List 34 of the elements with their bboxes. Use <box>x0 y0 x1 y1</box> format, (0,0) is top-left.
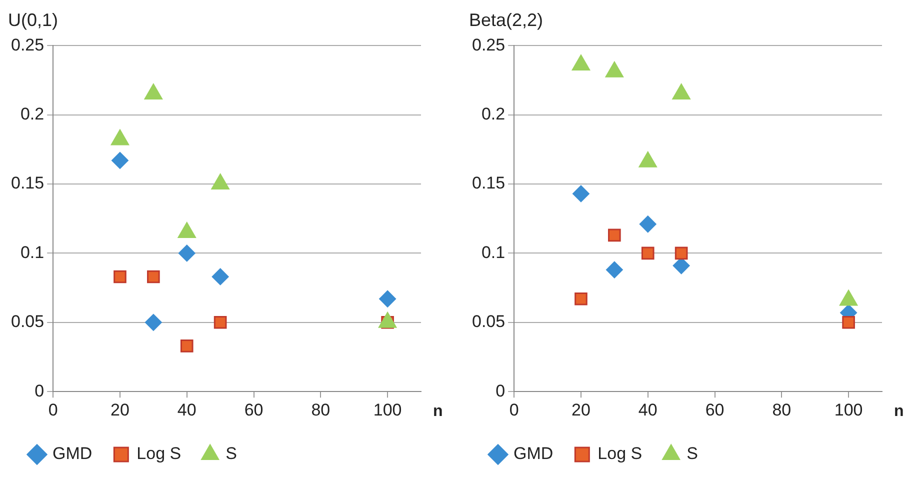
x-tick-label: 40 <box>638 400 658 420</box>
x-axis-title: n <box>433 403 443 420</box>
legend-label: GMD <box>52 444 92 464</box>
x-tick-label: 80 <box>311 400 330 420</box>
x-tick-label: 20 <box>110 400 130 420</box>
y-tick-label: 0.25 <box>472 35 506 54</box>
x-tick-label: 80 <box>772 400 792 420</box>
y-tick-label: 0.05 <box>10 312 44 332</box>
y-tick-label: 0.2 <box>20 104 44 124</box>
x-axis-title: n <box>894 403 904 420</box>
x-tick-label: 60 <box>705 400 724 420</box>
y-tick-label: 0.1 <box>20 242 44 262</box>
x-tick-label: 20 <box>572 400 590 420</box>
legend-label: Log S <box>136 444 182 464</box>
legend-label: GMD <box>514 444 554 464</box>
y-tick-label: 0 <box>34 381 44 400</box>
x-tick-label: 40 <box>177 400 196 420</box>
x-tick-label: 100 <box>373 400 402 420</box>
chart-title: Beta(2,2) <box>469 10 544 30</box>
x-tick-label: 60 <box>244 400 264 420</box>
y-tick-label: 0.15 <box>10 174 44 193</box>
y-tick-label: 0.25 <box>10 35 44 54</box>
x-tick-label: 100 <box>834 400 863 420</box>
y-tick-label: 0.2 <box>481 104 506 124</box>
y-tick-label: 0 <box>496 381 506 400</box>
legend-label: S <box>686 444 698 464</box>
x-tick-label: 0 <box>48 400 58 420</box>
legend-label: S <box>226 444 237 464</box>
y-tick-label: 0.05 <box>472 312 506 332</box>
x-tick-label: 0 <box>509 400 519 420</box>
y-tick-label: 0.1 <box>481 242 506 262</box>
y-tick-label: 0.15 <box>472 174 506 193</box>
legend-label: Log S <box>598 444 642 464</box>
chart-title: U(0,1) <box>8 10 58 30</box>
